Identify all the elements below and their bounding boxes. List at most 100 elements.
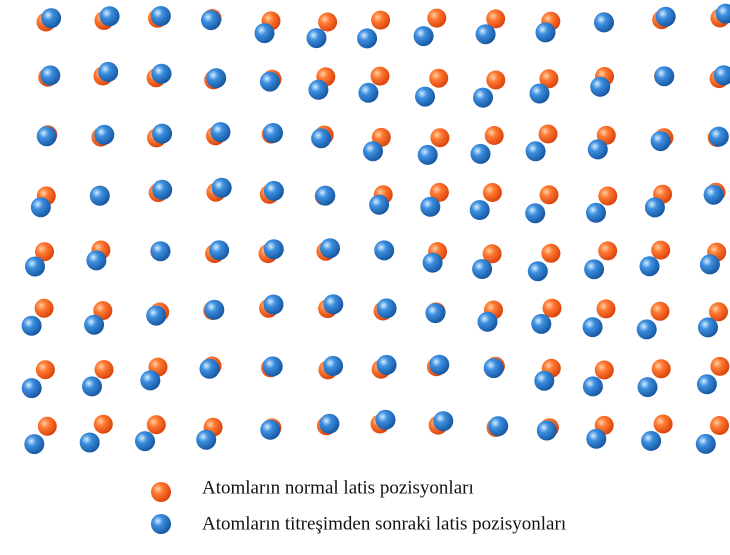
normal-atom (598, 187, 617, 206)
vibrated-atom (315, 186, 335, 206)
vibrated-atom (476, 24, 496, 44)
atoms (22, 4, 730, 455)
vibrated-atom (640, 256, 660, 276)
vibrated-atom (704, 185, 724, 205)
normal-atom (318, 13, 337, 32)
vibrated-atom (414, 26, 434, 46)
vibrated-atom (537, 421, 557, 441)
vibrated-atom (374, 240, 394, 260)
vibrated-atom (260, 72, 280, 92)
normal-atom (486, 71, 505, 90)
normal-atom (429, 69, 448, 88)
vibrated-atom (528, 261, 548, 281)
vibrated-atom (594, 12, 614, 32)
vibrated-atom (654, 66, 674, 86)
vibrated-atom (323, 294, 343, 314)
vibrated-atom (94, 125, 114, 145)
normal-atom (595, 361, 614, 380)
vibrated-atom (22, 378, 42, 398)
vibrated-atom (700, 254, 720, 274)
vibrated-atom (530, 84, 550, 104)
page: Atomların normal latis pozisyonları Atom… (0, 0, 730, 550)
vibrated-atom (418, 145, 438, 165)
vibrated-atom (90, 186, 110, 206)
vibrated-atom (263, 123, 283, 143)
vibrated-atom (140, 370, 160, 390)
vibrated-atom (484, 358, 504, 378)
normal-atom (540, 185, 559, 204)
vibrated-atom (25, 257, 45, 277)
vibrated-atom (255, 23, 275, 43)
vibrated-atom (488, 416, 508, 436)
vibrated-atom (709, 127, 729, 147)
vibrated-atom (526, 141, 546, 161)
vibrated-atom (358, 83, 378, 103)
vibrated-atom (146, 306, 166, 326)
vibrated-atom (478, 312, 498, 332)
vibrated-atom (151, 6, 171, 26)
vibrated-atom (637, 319, 657, 339)
vibrated-atom (40, 65, 60, 85)
vibrated-atom (586, 203, 606, 223)
vibrated-atom (429, 355, 449, 375)
vibrated-atom (656, 7, 676, 27)
vibrated-atom (651, 131, 671, 151)
vibrated-atom (377, 298, 397, 318)
vibrated-atom (376, 410, 396, 430)
vibrated-atom (319, 414, 339, 434)
vibrated-atom (357, 28, 377, 48)
normal-atom (430, 128, 449, 147)
normal-atom (36, 360, 55, 379)
vibrated-atom (135, 431, 155, 451)
vibrated-atom (41, 8, 61, 28)
vibrated-atom (204, 300, 224, 320)
vibrated-atom (320, 238, 340, 258)
vibrated-atom (22, 316, 42, 336)
normal-atom (543, 299, 562, 318)
vibrated-atom (100, 6, 120, 26)
vibrated-atom (584, 259, 604, 279)
normal-atom (597, 299, 616, 318)
normal-atom (710, 416, 729, 435)
normal-atom (651, 302, 670, 321)
vibrated-atom (638, 377, 658, 397)
vibrated-atom (470, 200, 490, 220)
vibrated-atom (425, 303, 445, 323)
vibrated-atom (307, 28, 327, 48)
normal-atom (652, 359, 671, 378)
vibrated-atom (311, 128, 331, 148)
vibrated-atom (152, 180, 172, 200)
vibrated-atom (471, 144, 491, 164)
normal-atom (485, 126, 504, 145)
vibrated-atom (369, 195, 389, 215)
vibrated-atom (264, 181, 284, 201)
vibrated-atom (473, 88, 493, 108)
normal-atom (371, 67, 390, 86)
vibrated-atom (201, 10, 221, 30)
legend-blue-atom (151, 514, 171, 534)
vibrated-atom (260, 420, 280, 440)
normal-atom (94, 415, 113, 434)
vibrated-atom (423, 253, 443, 273)
vibrated-atom (531, 314, 551, 334)
normal-atom (147, 415, 166, 434)
normal-atom (35, 299, 54, 318)
normal-atom (651, 241, 670, 260)
vibrated-atom (645, 197, 665, 217)
legend-label: Atomların titreşimden sonraki latis pozi… (202, 513, 566, 534)
vibrated-atom (151, 241, 171, 261)
legend-orange-atom (151, 482, 171, 502)
normal-atom (598, 241, 617, 260)
normal-atom (654, 415, 673, 434)
vibrated-atom (433, 411, 453, 431)
vibrated-atom (264, 295, 284, 315)
vibrated-atom (583, 376, 603, 396)
vibrated-atom (697, 374, 717, 394)
lattice-diagram: Atomların normal latis pozisyonları Atom… (0, 0, 730, 550)
normal-atom (427, 9, 446, 28)
normal-atom (539, 125, 558, 144)
vibrated-atom (534, 371, 554, 391)
vibrated-atom (212, 178, 232, 198)
vibrated-atom (196, 430, 216, 450)
vibrated-atom (641, 431, 661, 451)
